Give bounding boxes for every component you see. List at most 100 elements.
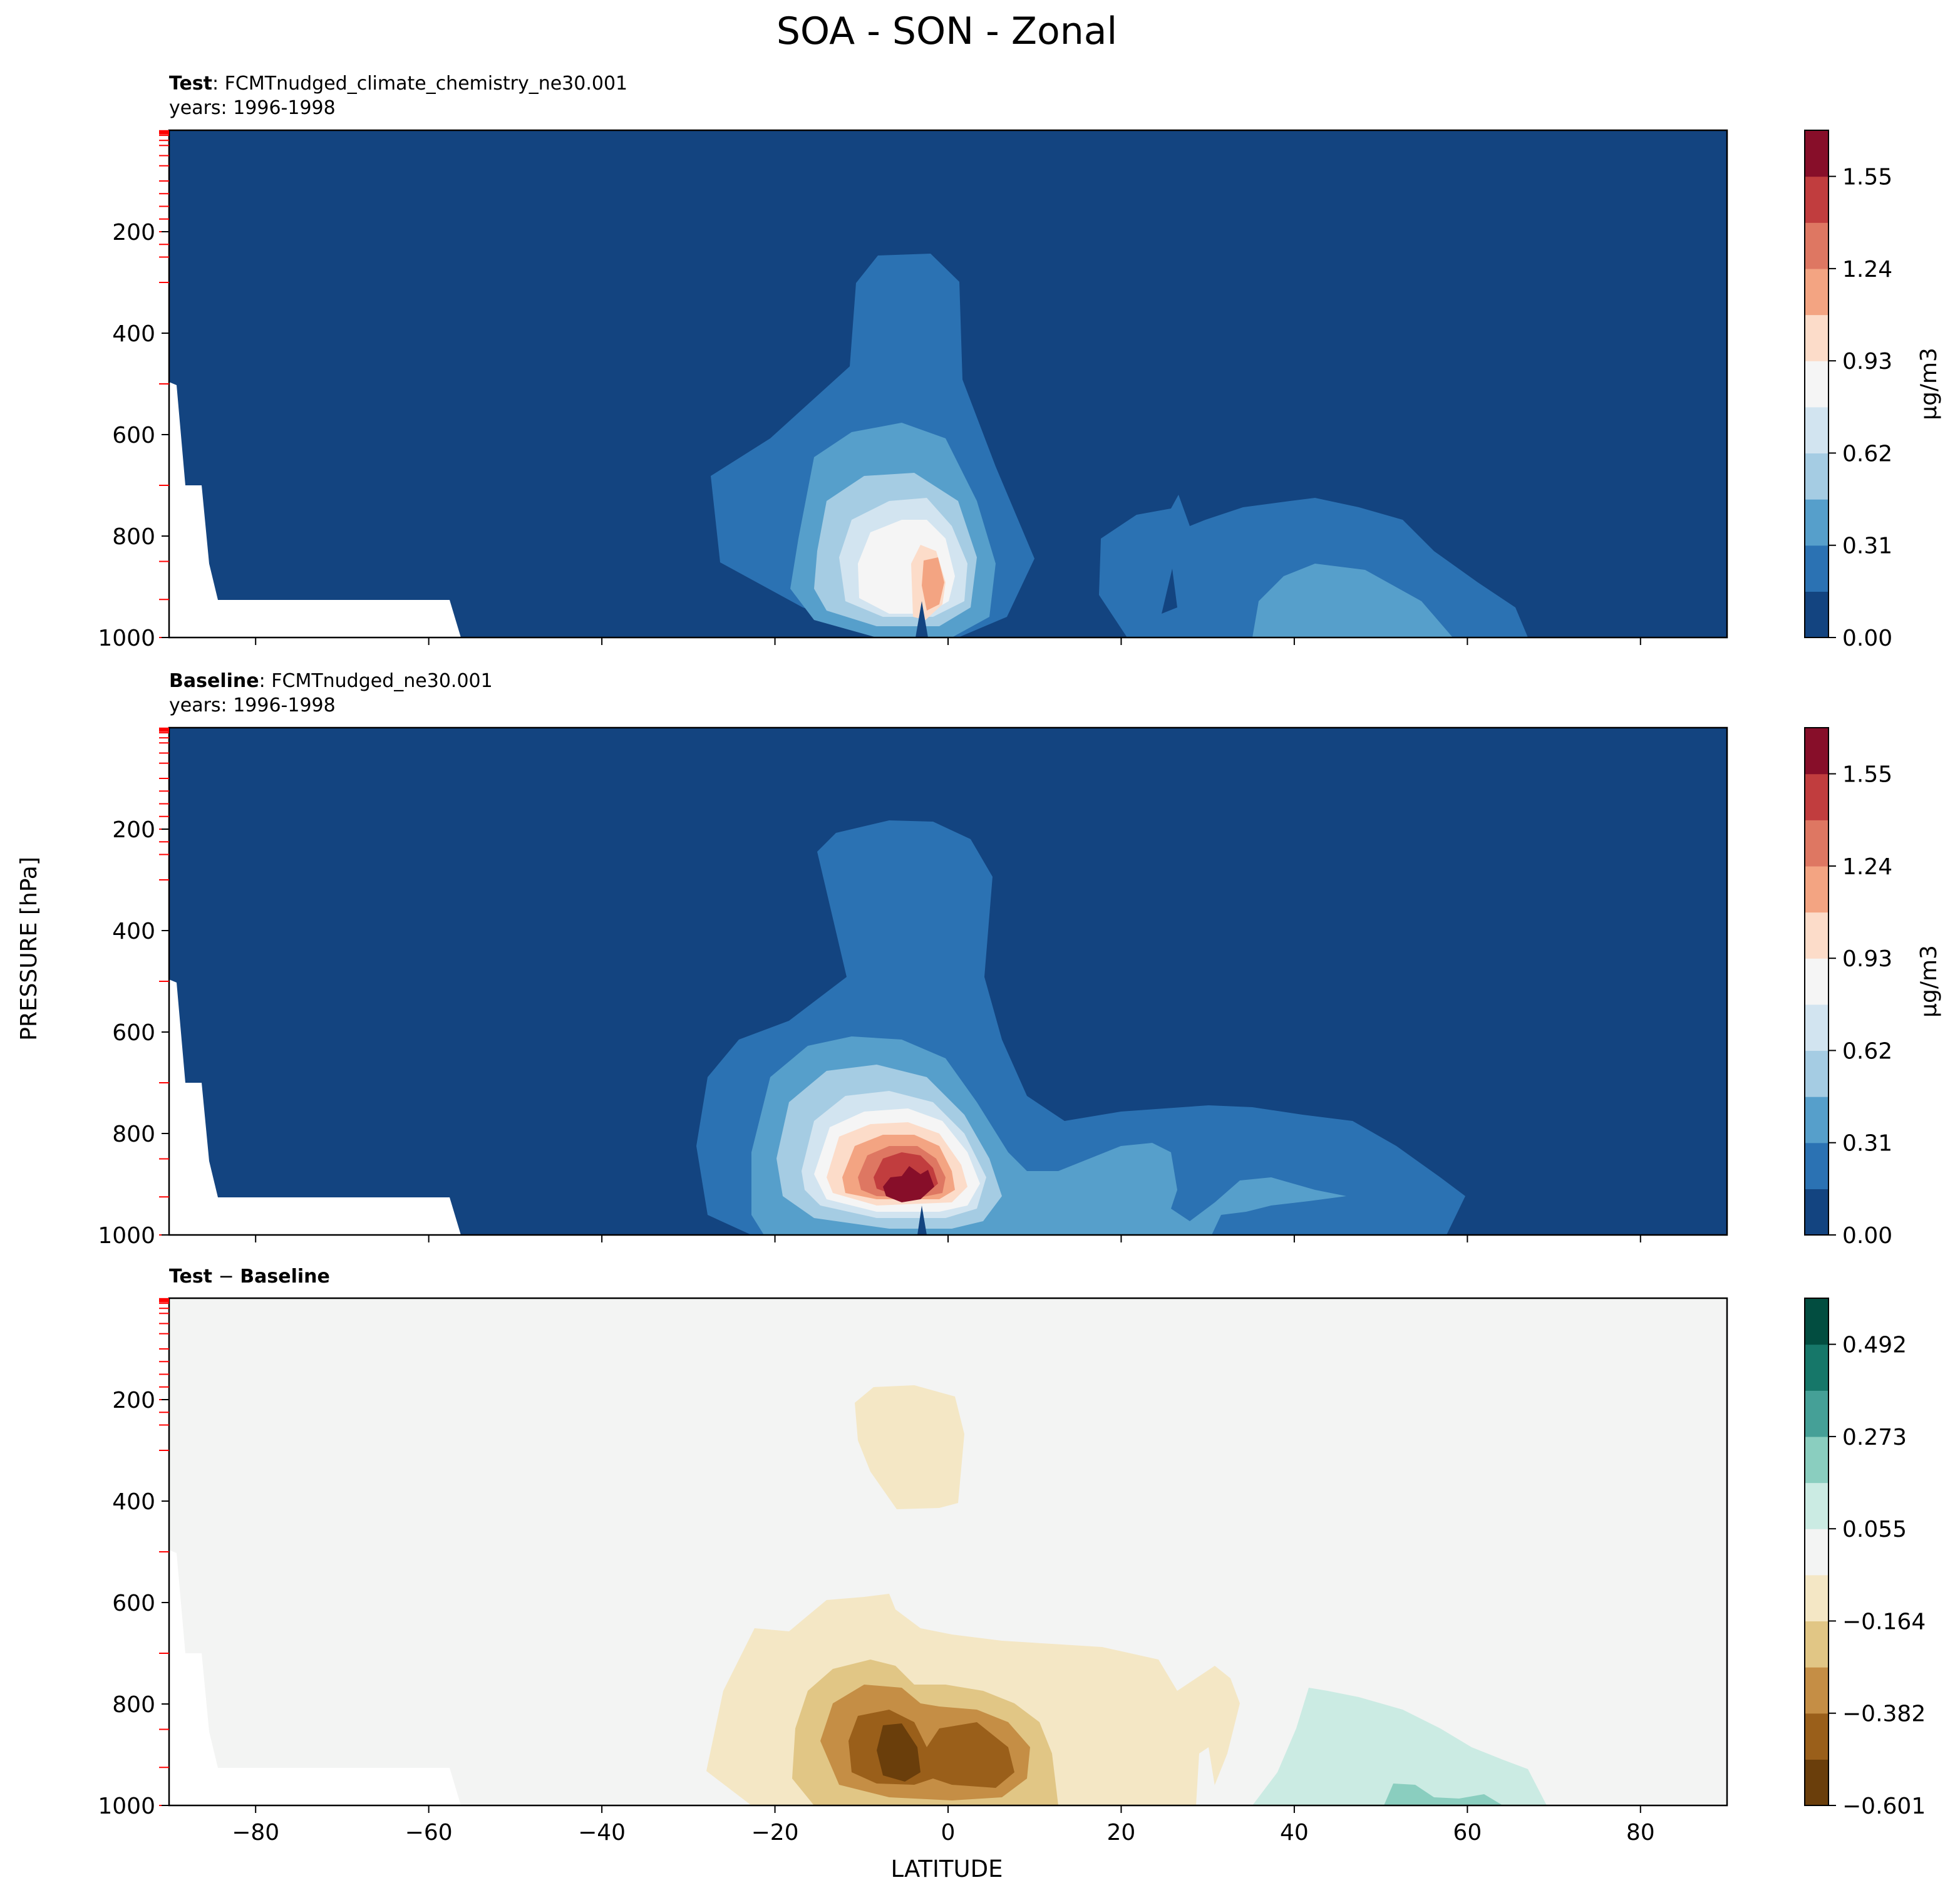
y-tick-label: 1000 xyxy=(98,626,155,651)
x-tick-label: −40 xyxy=(578,1820,626,1846)
panel-difference-title-b: Baseline xyxy=(240,1266,330,1288)
contour-pos-band-1 xyxy=(1252,1688,1547,1805)
colorbar-segment xyxy=(1805,176,1828,223)
contour-neg-band-5 xyxy=(877,1723,921,1782)
x-tick-label: 0 xyxy=(941,1820,956,1846)
panel-difference-contours xyxy=(169,1298,1727,1805)
colorbar-tick-label: 0.31 xyxy=(1842,534,1892,559)
colorbar-tick-label: −0.382 xyxy=(1842,1701,1926,1727)
colorbar-frame xyxy=(1804,130,1829,638)
colorbar-tick-label: 1.55 xyxy=(1842,762,1892,788)
contour-pos-band-2 xyxy=(1384,1784,1503,1805)
colorbar-tick-label: 0.492 xyxy=(1842,1333,1907,1358)
y-tick-label: 400 xyxy=(112,1489,155,1515)
contour-neg-upper xyxy=(855,1385,964,1509)
y-tick-label: 600 xyxy=(112,1020,155,1046)
y-tick-label: 400 xyxy=(112,321,155,347)
contour-gap-equator xyxy=(916,601,928,638)
panel-test: Test: FCMTnudged_climate_chemistry_ne30.… xyxy=(98,73,1942,651)
colorbar-tick-label: 0.93 xyxy=(1842,946,1892,972)
colorbar-segment xyxy=(1805,1482,1828,1529)
panel-difference-title: Test − Baseline xyxy=(169,1266,330,1288)
missing-data-region xyxy=(169,1550,461,1805)
y-tick-label: 200 xyxy=(112,817,155,843)
contour-gap-equator xyxy=(917,1206,927,1235)
colorbar-frame xyxy=(1804,1298,1829,1806)
y-tick-label: 600 xyxy=(112,423,155,448)
y-axis-label: PRESSURE [hPa] xyxy=(16,857,42,1041)
x-tick-label: 80 xyxy=(1626,1820,1655,1846)
panel-test-title: Test: FCMTnudged_climate_chemistry_ne30.… xyxy=(169,73,627,95)
y-tick-label: 1000 xyxy=(98,1223,155,1249)
colorbar-tick-label: 1.24 xyxy=(1842,257,1892,282)
colorbar-tick-label: 0.273 xyxy=(1842,1425,1907,1450)
colorbar-segment xyxy=(1805,1529,1828,1576)
x-tick-label: −20 xyxy=(751,1820,799,1846)
colorbar-tick-label: −0.601 xyxy=(1842,1794,1926,1819)
colorbar-tick-label: 0.00 xyxy=(1842,626,1892,651)
x-tick-label: 40 xyxy=(1280,1820,1309,1846)
panel-difference-title-a: Test xyxy=(169,1266,212,1288)
colorbar-tick-label: 1.55 xyxy=(1842,165,1892,190)
colorbar-segment xyxy=(1805,1667,1828,1714)
panel-test-axes: 200 400 600 800 1000 xyxy=(98,130,1641,651)
contour-band-7 xyxy=(922,557,944,611)
colorbar-frame xyxy=(1804,727,1829,1236)
panel-test-title-rest: : FCMTnudged_climate_chemistry_ne30.001 xyxy=(212,73,627,95)
colorbar-tick-label: −0.164 xyxy=(1842,1609,1926,1634)
panel-test-title-bold: Test xyxy=(169,73,212,95)
contour-band-10 xyxy=(883,1166,934,1202)
y-tick-label: 800 xyxy=(112,1122,155,1147)
contour-neutral-notch xyxy=(1196,1747,1218,1805)
colorbar-segment xyxy=(1805,820,1828,867)
colorbar-tick-label: 0.00 xyxy=(1842,1223,1892,1249)
colorbar-label: μg/m3 xyxy=(1916,945,1942,1018)
colorbar-tick-label: 0.93 xyxy=(1842,349,1892,374)
colorbar-segment xyxy=(1805,1713,1828,1760)
colorbar-tick-label: 0.62 xyxy=(1842,1038,1892,1064)
colorbar-segment xyxy=(1805,1189,1828,1236)
colorbar-segment xyxy=(1805,1142,1828,1189)
colorbar-segment xyxy=(1805,1298,1828,1345)
colorbar-segment xyxy=(1805,1621,1828,1668)
colorbar-segment xyxy=(1805,773,1828,820)
colorbar-segment xyxy=(1805,1004,1828,1051)
panel-baseline-title-rest: : FCMTnudged_ne30.001 xyxy=(259,670,493,692)
colorbar-segment xyxy=(1805,1574,1828,1622)
colorbar-segment xyxy=(1805,591,1828,638)
y-tick-label: 1000 xyxy=(98,1794,155,1819)
panel-test-contours xyxy=(169,130,1727,638)
y-tick-label: 800 xyxy=(112,1692,155,1718)
colorbar-segment xyxy=(1805,1050,1828,1097)
panel-baseline: Baseline: FCMTnudged_ne30.001 years: 199… xyxy=(98,670,1942,1249)
x-tick-label: 60 xyxy=(1453,1820,1482,1846)
colorbar-segment xyxy=(1805,406,1828,454)
y-tick-label: 200 xyxy=(112,220,155,245)
missing-data-region xyxy=(169,382,461,638)
colorbar-segment xyxy=(1805,268,1828,316)
panel-baseline-axes: 200 400 600 800 1000 xyxy=(98,727,1641,1249)
y-tick-label: 400 xyxy=(112,919,155,944)
x-tick-label: 20 xyxy=(1107,1820,1136,1846)
colorbar-segment xyxy=(1805,361,1828,408)
colorbar-segment xyxy=(1805,912,1828,959)
colorbar-segment xyxy=(1805,865,1828,913)
missing-data-region xyxy=(169,979,461,1235)
colorbar-tick-label: 0.31 xyxy=(1842,1131,1892,1157)
colorbar-tick-label: 1.24 xyxy=(1842,854,1892,880)
colorbar-segment xyxy=(1805,1759,1828,1806)
panel-baseline-title-bold: Baseline xyxy=(169,670,259,692)
x-axis-label: LATITUDE xyxy=(891,1856,1003,1882)
x-tick-label: −60 xyxy=(405,1820,453,1846)
y-tick-label: 800 xyxy=(112,524,155,550)
panel-test-subtitle: years: 1996-1998 xyxy=(169,97,336,119)
figure-title: SOA - SON - Zonal xyxy=(776,9,1117,53)
y-tick-label: 600 xyxy=(112,1591,155,1616)
colorbar-segment xyxy=(1805,1390,1828,1437)
panel-baseline-subtitle: years: 1996-1998 xyxy=(169,694,336,716)
contour-band-2-north xyxy=(1252,564,1453,638)
y-tick-label: 200 xyxy=(112,1388,155,1413)
panel-difference-colorbar: −0.601 −0.382 −0.164 0.055 0.273 0.492 xyxy=(1804,1298,1926,1819)
